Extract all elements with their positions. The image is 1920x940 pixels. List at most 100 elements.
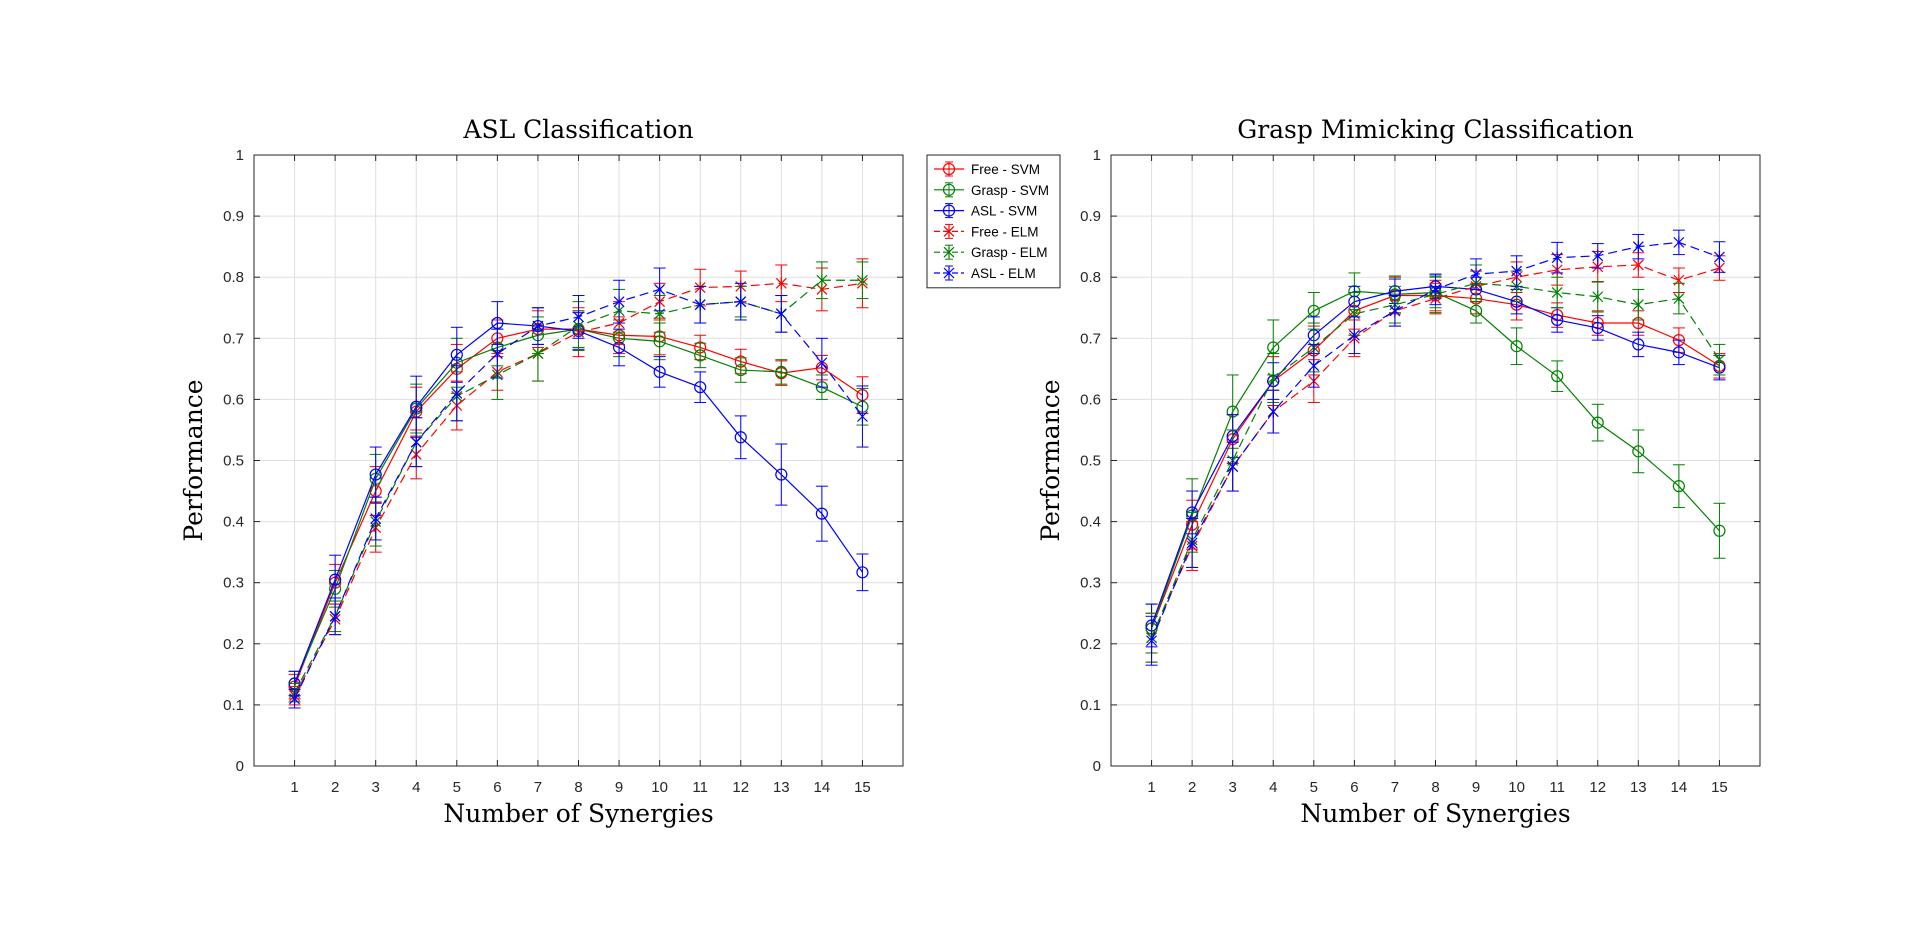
x-tick-label: 11 [1549, 779, 1565, 796]
data-point [1267, 405, 1279, 418]
error-bar [1672, 464, 1685, 509]
data-point [1267, 372, 1279, 385]
data-point [1511, 265, 1523, 278]
legend-label: Grasp - ELM [971, 245, 1048, 260]
x-tick-label: 9 [1472, 779, 1480, 796]
y-tick-label: 0.3 [1080, 575, 1101, 592]
data-point [1186, 536, 1198, 549]
data-point [1673, 292, 1685, 305]
y-tick-label: 0.9 [223, 208, 244, 225]
data-point [532, 347, 544, 360]
data-point [734, 363, 747, 377]
x-tick-label: 4 [412, 779, 420, 796]
data-point [1430, 283, 1441, 296]
data-point [694, 381, 707, 394]
data-point [654, 283, 666, 296]
data-point [816, 356, 828, 369]
y-tick-label: 0.7 [1080, 330, 1101, 347]
data-point [734, 431, 747, 444]
x-tick-label: 14 [1671, 779, 1688, 796]
x-tick-label: 13 [773, 779, 790, 796]
x-tick-label: 5 [1310, 779, 1318, 796]
legend-entry: ASL - ELM [934, 265, 1036, 281]
legend-marker [942, 183, 956, 196]
data-point [491, 316, 504, 330]
chart-title: Grasp Mimicking Classification [1237, 115, 1634, 144]
y-tick-label: 0.2 [223, 636, 244, 653]
data-point [451, 387, 463, 400]
y-tick-label: 0 [236, 758, 244, 775]
data-point [1470, 268, 1482, 281]
x-axis-label: Number of Synergies [1300, 799, 1570, 828]
data-point [1551, 370, 1564, 383]
x-tick-label: 14 [814, 779, 831, 796]
data-point [815, 507, 828, 520]
data-point [1713, 524, 1726, 537]
error-bar [1551, 360, 1564, 392]
legend-label: Free - ELM [971, 224, 1039, 239]
data-point [329, 610, 341, 623]
error-bar [1591, 315, 1604, 341]
error-bar [1672, 339, 1685, 366]
data-point [1673, 236, 1685, 249]
error-bar [815, 485, 828, 542]
data-point [1714, 353, 1725, 366]
y-tick-label: 1 [236, 147, 244, 164]
data-point [1632, 445, 1645, 458]
data-point [1632, 258, 1644, 271]
legend-marker [943, 225, 955, 238]
y-tick-label: 0 [1093, 758, 1101, 775]
legend-label: ASL - ELM [971, 266, 1036, 281]
data-point [1714, 251, 1725, 264]
data-point [857, 274, 868, 287]
y-tick-label: 0.6 [223, 391, 244, 408]
x-tick-label: 8 [574, 779, 582, 796]
x-tick-label: 15 [1711, 779, 1728, 796]
data-point [1632, 298, 1644, 311]
data-point [1146, 634, 1157, 647]
data-point [816, 274, 828, 287]
data-point [1389, 304, 1401, 317]
error-bar [734, 415, 747, 460]
x-tick-label: 2 [1188, 779, 1196, 796]
error-bar [1713, 502, 1726, 559]
y-tick-label: 1 [1093, 147, 1101, 164]
error-bar [775, 443, 788, 506]
data-point [1267, 341, 1280, 354]
y-tick-label: 0.6 [1080, 391, 1101, 408]
legend-marker [942, 204, 956, 217]
x-tick-label: 6 [493, 779, 501, 796]
x-tick-label: 10 [651, 779, 668, 796]
gridlines [254, 154, 903, 767]
legend-entry: Free - SVM [934, 161, 1040, 177]
x-tick-label: 7 [534, 779, 542, 796]
legend-marker [943, 246, 955, 259]
data-point [410, 436, 422, 449]
data-point [1672, 346, 1685, 359]
y-tick-label: 0.8 [1080, 269, 1101, 286]
x-tick-label: 2 [331, 779, 339, 796]
error-bar [856, 553, 869, 592]
data-point [694, 349, 707, 362]
data-point [775, 307, 787, 320]
asl-classification-chart: 1 2 3 4 5 6 7 8 9 10 11 12 13 14 1500.10.20.30.40.50.6… [179, 115, 904, 828]
data-point [1469, 304, 1483, 317]
legend-label: Grasp - SVM [971, 183, 1049, 198]
data-point [1592, 290, 1604, 303]
x-tick-label: 11 [692, 779, 708, 796]
data-point [370, 512, 382, 525]
data-point [653, 335, 666, 348]
x-tick-label: 1 [290, 779, 298, 796]
y-tick-label: 0.1 [1080, 697, 1101, 714]
data-point [532, 320, 544, 333]
data-point [1672, 480, 1685, 493]
data-point [410, 400, 423, 413]
error-bar [775, 359, 788, 385]
error-bar [653, 356, 666, 388]
error-bar [1510, 327, 1523, 366]
data-point [289, 692, 300, 705]
y-tick-label: 0.5 [223, 453, 244, 470]
y-tick-label: 0.9 [1080, 208, 1101, 225]
data-point [1551, 286, 1563, 299]
